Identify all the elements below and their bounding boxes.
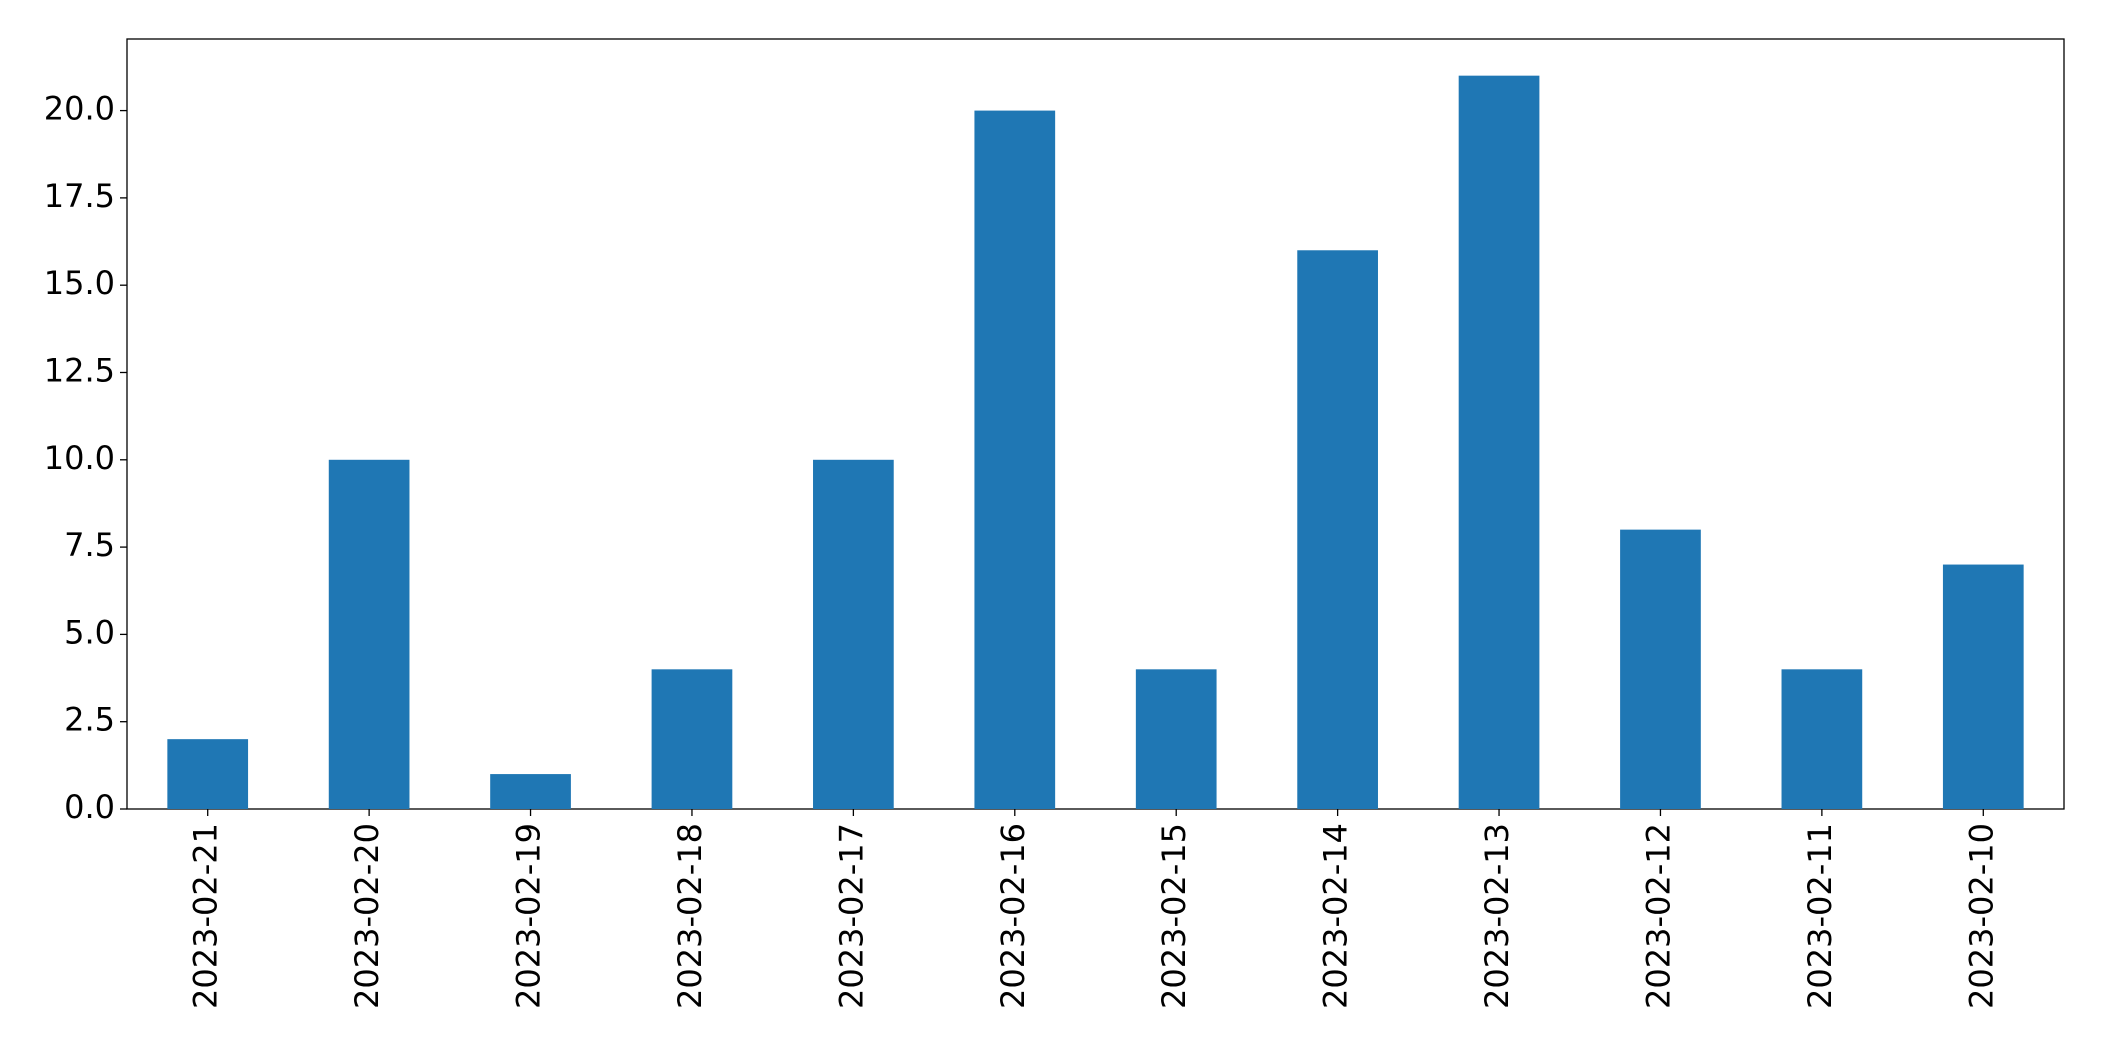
axes-frame <box>126 38 2065 810</box>
bar <box>651 669 733 809</box>
x-tick-label: 2023-02-18 <box>671 823 709 1009</box>
y-tick-label: 12.5 <box>44 351 115 389</box>
bar <box>1781 669 1863 809</box>
x-tick-label: 2023-02-19 <box>510 823 548 1009</box>
bar <box>1297 250 1378 809</box>
x-tick-label: 2023-02-12 <box>1639 823 1677 1009</box>
bar <box>1620 529 1701 809</box>
x-tick-label: 2023-02-13 <box>1478 823 1516 1009</box>
y-tick-label: 5.0 <box>64 613 115 651</box>
bar <box>813 459 894 809</box>
bar <box>167 739 249 809</box>
bar <box>1458 75 1540 809</box>
y-tick-label: 2.5 <box>64 701 115 739</box>
x-tick-label: 2023-02-14 <box>1317 823 1355 1009</box>
bar <box>1135 669 1217 809</box>
x-tick-label: 2023-02-16 <box>994 823 1032 1009</box>
bar <box>490 774 571 809</box>
y-tick-label: 20.0 <box>44 90 115 128</box>
x-tick-label: 2023-02-11 <box>1801 823 1839 1009</box>
y-tick-label: 17.5 <box>44 177 115 215</box>
bar <box>974 110 1056 810</box>
y-tick-label: 7.5 <box>64 526 115 564</box>
x-tick-label: 2023-02-21 <box>187 823 225 1009</box>
x-tick-label: 2023-02-20 <box>348 823 386 1009</box>
bar <box>1942 564 2024 809</box>
bar <box>328 459 410 809</box>
x-tick-label: 2023-02-17 <box>832 823 870 1009</box>
y-tick-label: 0.0 <box>64 788 115 826</box>
x-tick-label: 2023-02-10 <box>1962 823 2000 1009</box>
y-tick-label: 15.0 <box>44 264 115 302</box>
y-tick-label: 10.0 <box>44 439 115 477</box>
x-tick-label: 2023-02-15 <box>1155 823 1193 1009</box>
